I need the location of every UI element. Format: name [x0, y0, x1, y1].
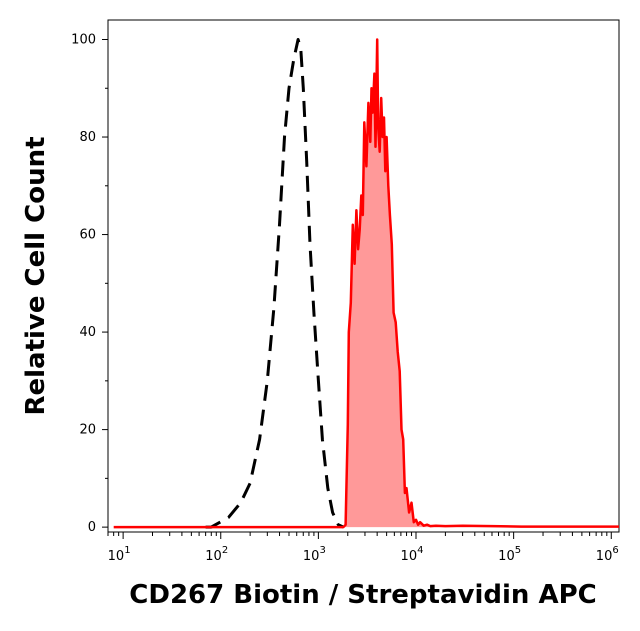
- y-tick-label: 80: [79, 130, 96, 145]
- y-tick-label: 100: [71, 33, 96, 48]
- x-axis: 101 102 103 104 105 106: [107, 532, 619, 564]
- x-tick-label: 102: [205, 545, 228, 564]
- series-0-line: [205, 38, 344, 529]
- y-tick-label: 60: [79, 228, 96, 243]
- x-axis-title: CD267 Biotin / Streptavidin APC: [129, 580, 596, 610]
- x-tick-label: 104: [401, 545, 424, 564]
- x-tick-label: 105: [498, 545, 521, 564]
- x-tick-label: 106: [596, 545, 619, 564]
- series-1-fill: [113, 39, 619, 528]
- plot-frame: [107, 19, 620, 533]
- x-tick-label: 101: [108, 545, 131, 564]
- series-1-line: [113, 38, 619, 529]
- x-tick-label: 103: [303, 545, 326, 564]
- y-tick-label: 40: [79, 325, 96, 340]
- y-axis-title: Relative Cell Count: [21, 136, 51, 415]
- y-axis: 0 20 40 60 80 100: [71, 33, 108, 535]
- y-tick-label: 0: [88, 520, 96, 535]
- y-tick-label: 20: [79, 423, 96, 438]
